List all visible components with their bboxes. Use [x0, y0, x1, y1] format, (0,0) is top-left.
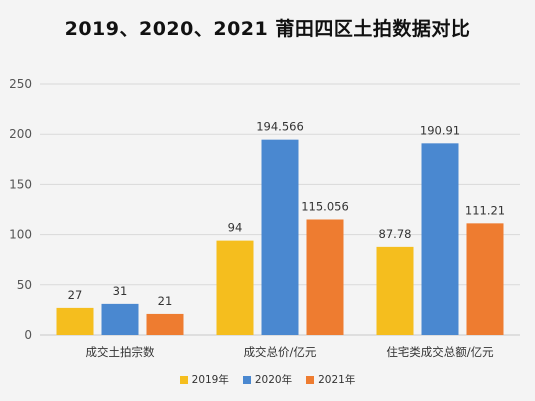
legend-label: 2020年 [254, 374, 293, 386]
chart-title: 2019、2020、2021 莆田四区土拍数据对比 [64, 18, 471, 40]
bar [376, 246, 414, 335]
bar [146, 313, 184, 335]
y-tick-label: 150 [9, 177, 32, 191]
y-tick-label: 0 [24, 328, 32, 342]
legend-label: 2021年 [318, 374, 356, 386]
legend-label: 2019年 [191, 374, 229, 386]
legend-item: 2019年 [179, 372, 229, 387]
bar-data-label: 27 [68, 288, 83, 302]
bar-data-label: 94 [228, 221, 243, 235]
bar [421, 143, 459, 335]
legend-swatch [242, 375, 251, 384]
y-tick-label: 100 [9, 228, 32, 242]
bar [466, 223, 504, 335]
legend-item: 2020年 [242, 372, 293, 387]
legend-swatch [179, 375, 188, 384]
bar-data-label: 87.78 [379, 227, 412, 241]
bar-data-label: 194.566 [256, 120, 304, 134]
bar-data-label: 31 [113, 284, 128, 298]
bar [216, 240, 254, 335]
bar-data-label: 111.21 [465, 203, 505, 217]
chart-legend: 2019年 2020年 2021年 [0, 372, 535, 387]
bar [101, 303, 139, 335]
legend-swatch [306, 375, 315, 384]
y-tick-label: 250 [9, 77, 32, 91]
y-tick-label: 50 [17, 278, 32, 292]
bar-data-label: 115.056 [301, 199, 349, 213]
x-category-label: 住宅类成交总额/亿元 [386, 345, 494, 359]
bar-data-label: 21 [158, 294, 173, 308]
y-tick-label: 200 [9, 127, 32, 141]
x-category-label: 成交土拍宗数 [86, 345, 155, 359]
bar [56, 307, 94, 335]
bar [261, 139, 299, 335]
bar-data-label: 190.91 [420, 123, 460, 137]
x-category-label: 成交总价/亿元 [244, 345, 317, 359]
legend-item: 2021年 [306, 372, 355, 387]
bar [306, 219, 344, 335]
